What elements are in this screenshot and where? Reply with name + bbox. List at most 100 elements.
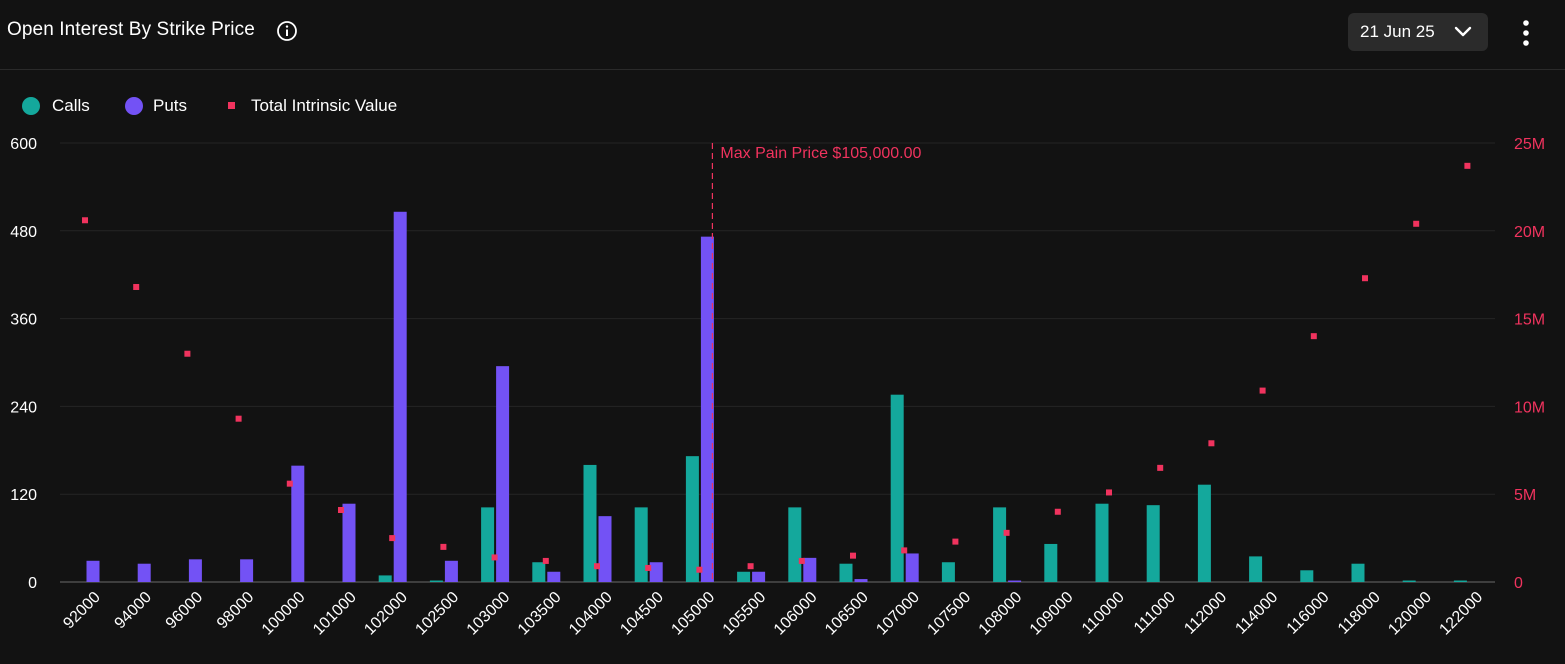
x-tick-label: 114000 — [1232, 589, 1281, 638]
expiry-date-select[interactable]: 21 Jun 25 — [1348, 13, 1488, 51]
calls-bar — [993, 507, 1007, 582]
x-tick-label: 112000 — [1181, 589, 1230, 638]
intrinsic-point — [594, 563, 600, 570]
puts-bar — [240, 559, 254, 582]
y-right-tick-label: 20M — [1514, 224, 1545, 241]
intrinsic-point — [1362, 275, 1368, 282]
x-tick-label: 106500 — [822, 589, 872, 639]
x-tick-label: 111000 — [1131, 589, 1179, 637]
calls-bar — [634, 507, 648, 582]
x-tick-label: 100000 — [259, 589, 309, 639]
intrinsic-point — [542, 557, 549, 564]
chevron-down-icon — [1454, 26, 1472, 37]
x-tick-label: 105500 — [720, 589, 770, 639]
puts-bar — [547, 571, 561, 582]
more-options-icon[interactable] — [1514, 18, 1538, 48]
y-right-tick-label: 25M — [1514, 136, 1545, 153]
y-left-tick-label: 120 — [10, 487, 37, 504]
calls-bar — [1095, 503, 1109, 582]
intrinsic-point — [1413, 220, 1420, 227]
puts-bar — [905, 553, 919, 582]
y-left-tick-label: 0 — [28, 575, 37, 592]
intrinsic-point — [133, 283, 140, 290]
y-left-tick-label: 240 — [10, 399, 37, 416]
x-tick-label: 106000 — [771, 589, 821, 639]
intrinsic-point — [747, 563, 754, 570]
calls-bar — [429, 580, 443, 582]
puts-bar — [188, 559, 202, 582]
x-tick-label: 103000 — [464, 589, 514, 639]
x-tick-label: 102500 — [412, 589, 462, 639]
puts-bar — [291, 465, 305, 582]
x-tick-label: 108000 — [976, 589, 1026, 639]
x-tick-label: 96000 — [163, 589, 207, 633]
x-tick-label: 107500 — [924, 589, 974, 639]
intrinsic-point — [286, 480, 293, 487]
calls-bar — [941, 562, 955, 582]
intrinsic-point — [389, 535, 396, 542]
calls-bar — [788, 507, 802, 582]
intrinsic-point — [1106, 489, 1112, 496]
x-tick-label: 104500 — [617, 589, 667, 639]
y-left-tick-label: 600 — [10, 136, 37, 153]
intrinsic-point — [798, 557, 805, 564]
y-left-tick-label: 480 — [10, 224, 37, 241]
intrinsic-point — [901, 547, 908, 554]
intrinsic-point — [184, 350, 191, 357]
intrinsic-point — [1054, 508, 1061, 515]
x-tick-label: 101000 — [310, 589, 360, 639]
legend-label-calls: Calls — [52, 96, 90, 115]
calls-bar — [1146, 505, 1160, 582]
intrinsic-point — [1259, 387, 1266, 394]
calls-bar — [1249, 556, 1263, 582]
puts-bar — [86, 560, 100, 582]
intrinsic-point — [1208, 440, 1215, 447]
calls-bar — [532, 562, 546, 582]
y-right-tick-label: 15M — [1514, 312, 1545, 329]
calls-bar — [1453, 580, 1467, 582]
calls-swatch — [22, 97, 40, 115]
calls-bar — [1300, 570, 1314, 582]
puts-bar — [137, 563, 151, 582]
x-tick-label: 102000 — [361, 589, 411, 639]
puts-bar — [752, 571, 766, 582]
info-icon[interactable] — [276, 20, 298, 42]
intrinsic-point — [850, 552, 856, 559]
puts-bar — [393, 211, 407, 582]
x-tick-label: 122000 — [1436, 589, 1486, 639]
x-tick-label: 103500 — [515, 589, 565, 639]
puts-bar — [803, 557, 817, 582]
y-right-tick-label: 5M — [1514, 487, 1536, 504]
x-tick-label: 107000 — [873, 589, 923, 639]
chart-title: Open Interest By Strike Price — [7, 19, 255, 40]
calls-bar — [1402, 580, 1416, 582]
y-right-tick-label: 0 — [1514, 575, 1523, 592]
x-tick-label: 104000 — [566, 589, 616, 639]
x-tick-label: 110000 — [1079, 589, 1128, 638]
intrinsic-point — [82, 217, 88, 224]
puts-bar — [854, 579, 868, 582]
x-tick-label: 98000 — [214, 589, 258, 633]
intrinsic-point — [645, 564, 652, 571]
intrinsic-point — [952, 538, 959, 545]
x-tick-label: 94000 — [112, 589, 156, 633]
intrinsic-point — [1310, 333, 1317, 340]
calls-bar — [378, 575, 392, 582]
intrinsic-point — [491, 554, 498, 561]
intrinsic-point — [1464, 162, 1471, 169]
x-tick-label: 92000 — [60, 589, 104, 633]
puts-bar — [598, 516, 612, 582]
puts-bar — [342, 503, 356, 582]
intrinsic-point — [235, 415, 242, 422]
intrinsic-point — [1003, 529, 1010, 536]
calls-bar — [839, 563, 853, 582]
x-tick-label: 118000 — [1335, 589, 1384, 638]
expiry-date-value: 21 Jun 25 — [1360, 22, 1435, 41]
calls-bar — [1351, 563, 1365, 582]
puts-bar — [700, 236, 714, 583]
puts-bar — [649, 562, 663, 582]
calls-bar — [481, 507, 495, 582]
puts-bar — [444, 560, 458, 582]
x-tick-label: 116000 — [1284, 589, 1333, 638]
